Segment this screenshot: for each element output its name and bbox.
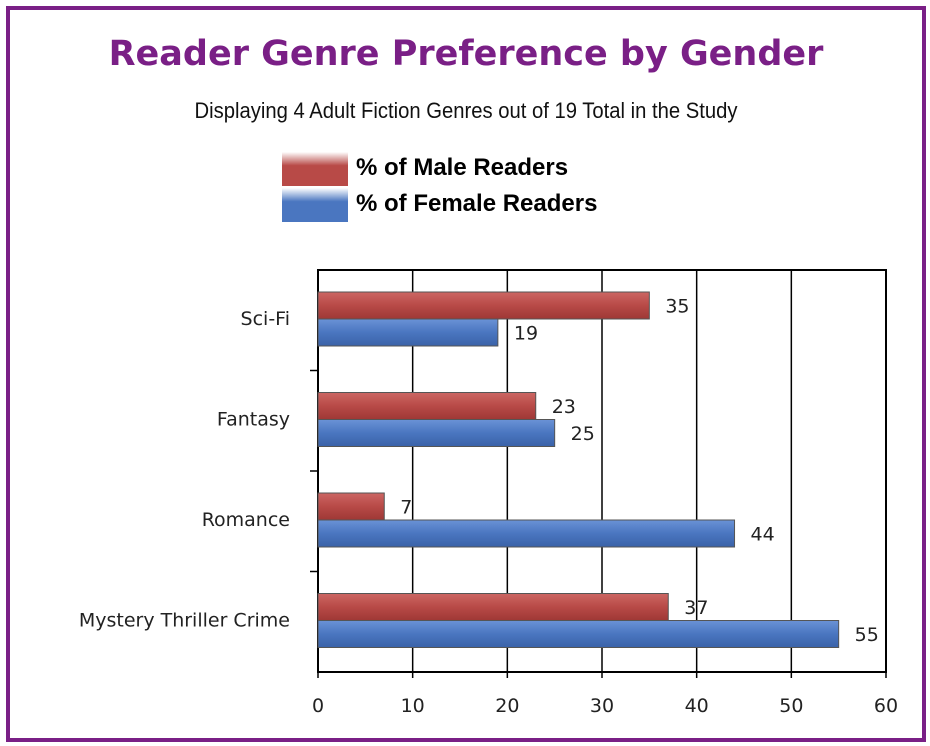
chart-title: Reader Genre Preference by Gender: [108, 34, 824, 74]
bar-male-1: [317, 392, 537, 420]
data-label-female-3: 55: [855, 624, 879, 646]
data-label-female-1: 25: [571, 423, 595, 445]
x-tick-label-20: 20: [495, 695, 519, 717]
x-tick-label-30: 30: [590, 695, 614, 717]
bar-male-0: [317, 291, 650, 320]
x-tick-label-0: 0: [312, 695, 324, 717]
data-label-male-3: 37: [684, 597, 708, 619]
data-label-male-2: 7: [400, 497, 412, 519]
category-label-1: Fantasy: [217, 409, 290, 431]
legend-swatch-female: [282, 188, 348, 222]
bar-female-2: [317, 519, 736, 548]
category-label-3: Mystery Thriller Crime: [79, 610, 290, 632]
legend-swatch-male: [282, 152, 348, 186]
chart-subtitle: Displaying 4 Adult Fiction Genres out of…: [194, 98, 738, 123]
data-label-female-0: 19: [514, 323, 538, 345]
bar-female-3: [317, 620, 840, 648]
category-label-0: Sci-Fi: [241, 308, 290, 330]
bar-female-0: [317, 318, 499, 347]
legend-label-male: % of Male Readers: [356, 154, 569, 181]
category-label-2: Romance: [202, 509, 290, 531]
data-label-male-0: 35: [665, 296, 689, 318]
x-tick-label-10: 10: [401, 695, 425, 717]
bar-female-1: [317, 419, 556, 447]
data-label-male-1: 23: [552, 396, 576, 418]
data-label-female-2: 44: [751, 524, 775, 546]
bar-male-3: [317, 593, 669, 621]
legend-label-female: % of Female Readers: [356, 190, 598, 217]
x-tick-label-60: 60: [874, 695, 898, 717]
x-tick-label-50: 50: [779, 695, 803, 717]
x-tick-label-40: 40: [685, 695, 709, 717]
bar-male-2: [317, 492, 385, 521]
